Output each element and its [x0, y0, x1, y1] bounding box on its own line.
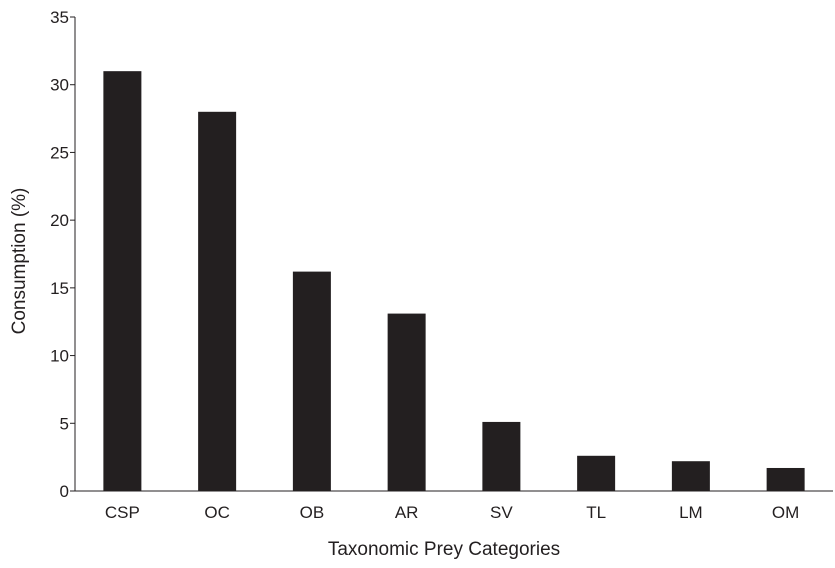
x-tick-label: OB [300, 503, 325, 522]
x-tick-label: AR [395, 503, 419, 522]
axes-layer [74, 17, 833, 492]
y-tick-label: 0 [60, 482, 69, 501]
x-tick-label: SV [490, 503, 513, 522]
y-tick-label: 20 [50, 211, 69, 230]
x-tick-label: TL [586, 503, 606, 522]
bar-ob [292, 271, 331, 491]
x-tick-label: LM [679, 503, 703, 522]
y-tick-label: 15 [50, 279, 69, 298]
y-tick-label: 5 [60, 414, 69, 433]
bar-csp [103, 71, 142, 492]
bar-sv [482, 421, 521, 491]
bar-lm [671, 461, 710, 491]
y-tick-label: 35 [50, 8, 69, 27]
y-axis-title: Consumption (%) [9, 188, 30, 335]
x-tick-label: OM [772, 503, 799, 522]
bars-layer [103, 71, 805, 492]
y-tick-label: 10 [50, 347, 69, 366]
x-tick-label: CSP [105, 503, 140, 522]
ticks-layer: 0 5 10 15 20 25 30 35 CSP OC OB AR SV TL LM OM [50, 8, 799, 522]
bar-oc [198, 111, 237, 492]
x-axis-title: Taxonomic Prey Categories [328, 539, 560, 560]
bar-ar [387, 313, 426, 491]
x-tick-label: OC [204, 503, 230, 522]
bar-om [766, 467, 805, 491]
y-tick-label: 25 [50, 143, 69, 162]
y-tick-label: 30 [50, 76, 69, 95]
bar-tl [577, 455, 616, 491]
